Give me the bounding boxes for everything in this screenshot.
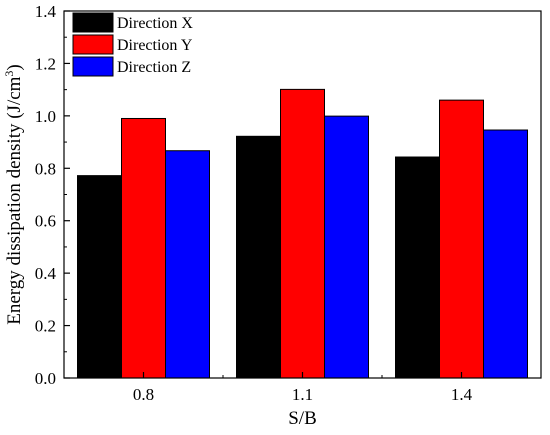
legend-swatch: [72, 12, 114, 33]
y-axis-label: Energy dissipation density (J/cm3): [2, 64, 25, 325]
y-tick-label: 0.0: [35, 369, 56, 388]
legend-swatch: [72, 56, 114, 77]
bar-direction-z-1.1: [324, 115, 369, 379]
bar-direction-x-1.4: [395, 156, 440, 379]
y-axis: 0.0 0.2 0.4 0.6 0.8 1.0 1.2 1.4: [35, 2, 70, 388]
x-axis-label: S/B: [288, 408, 317, 429]
legend: Direction X Direction Y Direction Z: [72, 12, 193, 77]
x-tick-label: 1.1: [292, 385, 313, 404]
bar-direction-y-1.4: [439, 99, 484, 379]
bar-direction-x-0.8: [77, 175, 122, 379]
bar-direction-z-0.8: [165, 150, 210, 379]
legend-label: Direction X: [117, 15, 193, 32]
bar-direction-y-1.1: [280, 88, 325, 379]
y-tick-label: 1.2: [35, 54, 56, 73]
y-tick-label: 0.8: [35, 159, 56, 178]
y-tick-label: 0.4: [35, 264, 57, 283]
bar-direction-z-1.4: [483, 129, 528, 379]
bars-layer: [77, 88, 528, 379]
x-axis: 0.8 1.1 1.4: [133, 372, 473, 404]
x-tick-label: 1.4: [451, 385, 473, 404]
bar-direction-y-0.8: [121, 117, 166, 379]
y-axis-label-text: Energy dissipation density (J/cm: [4, 76, 25, 324]
y-tick-label: 1.0: [35, 107, 56, 126]
legend-label: Direction Y: [117, 37, 193, 54]
bar-direction-x-1.1: [236, 135, 281, 379]
legend-swatch: [72, 34, 114, 55]
y-axis-label-close: ): [4, 64, 25, 70]
y-tick-label: 1.4: [35, 2, 57, 21]
y-axis-label-superscript: 3: [2, 71, 16, 77]
y-tick-label: 0.6: [35, 212, 56, 231]
y-tick-label: 0.2: [35, 317, 56, 336]
legend-label: Direction Z: [117, 59, 191, 76]
x-tick-label: 0.8: [133, 385, 154, 404]
